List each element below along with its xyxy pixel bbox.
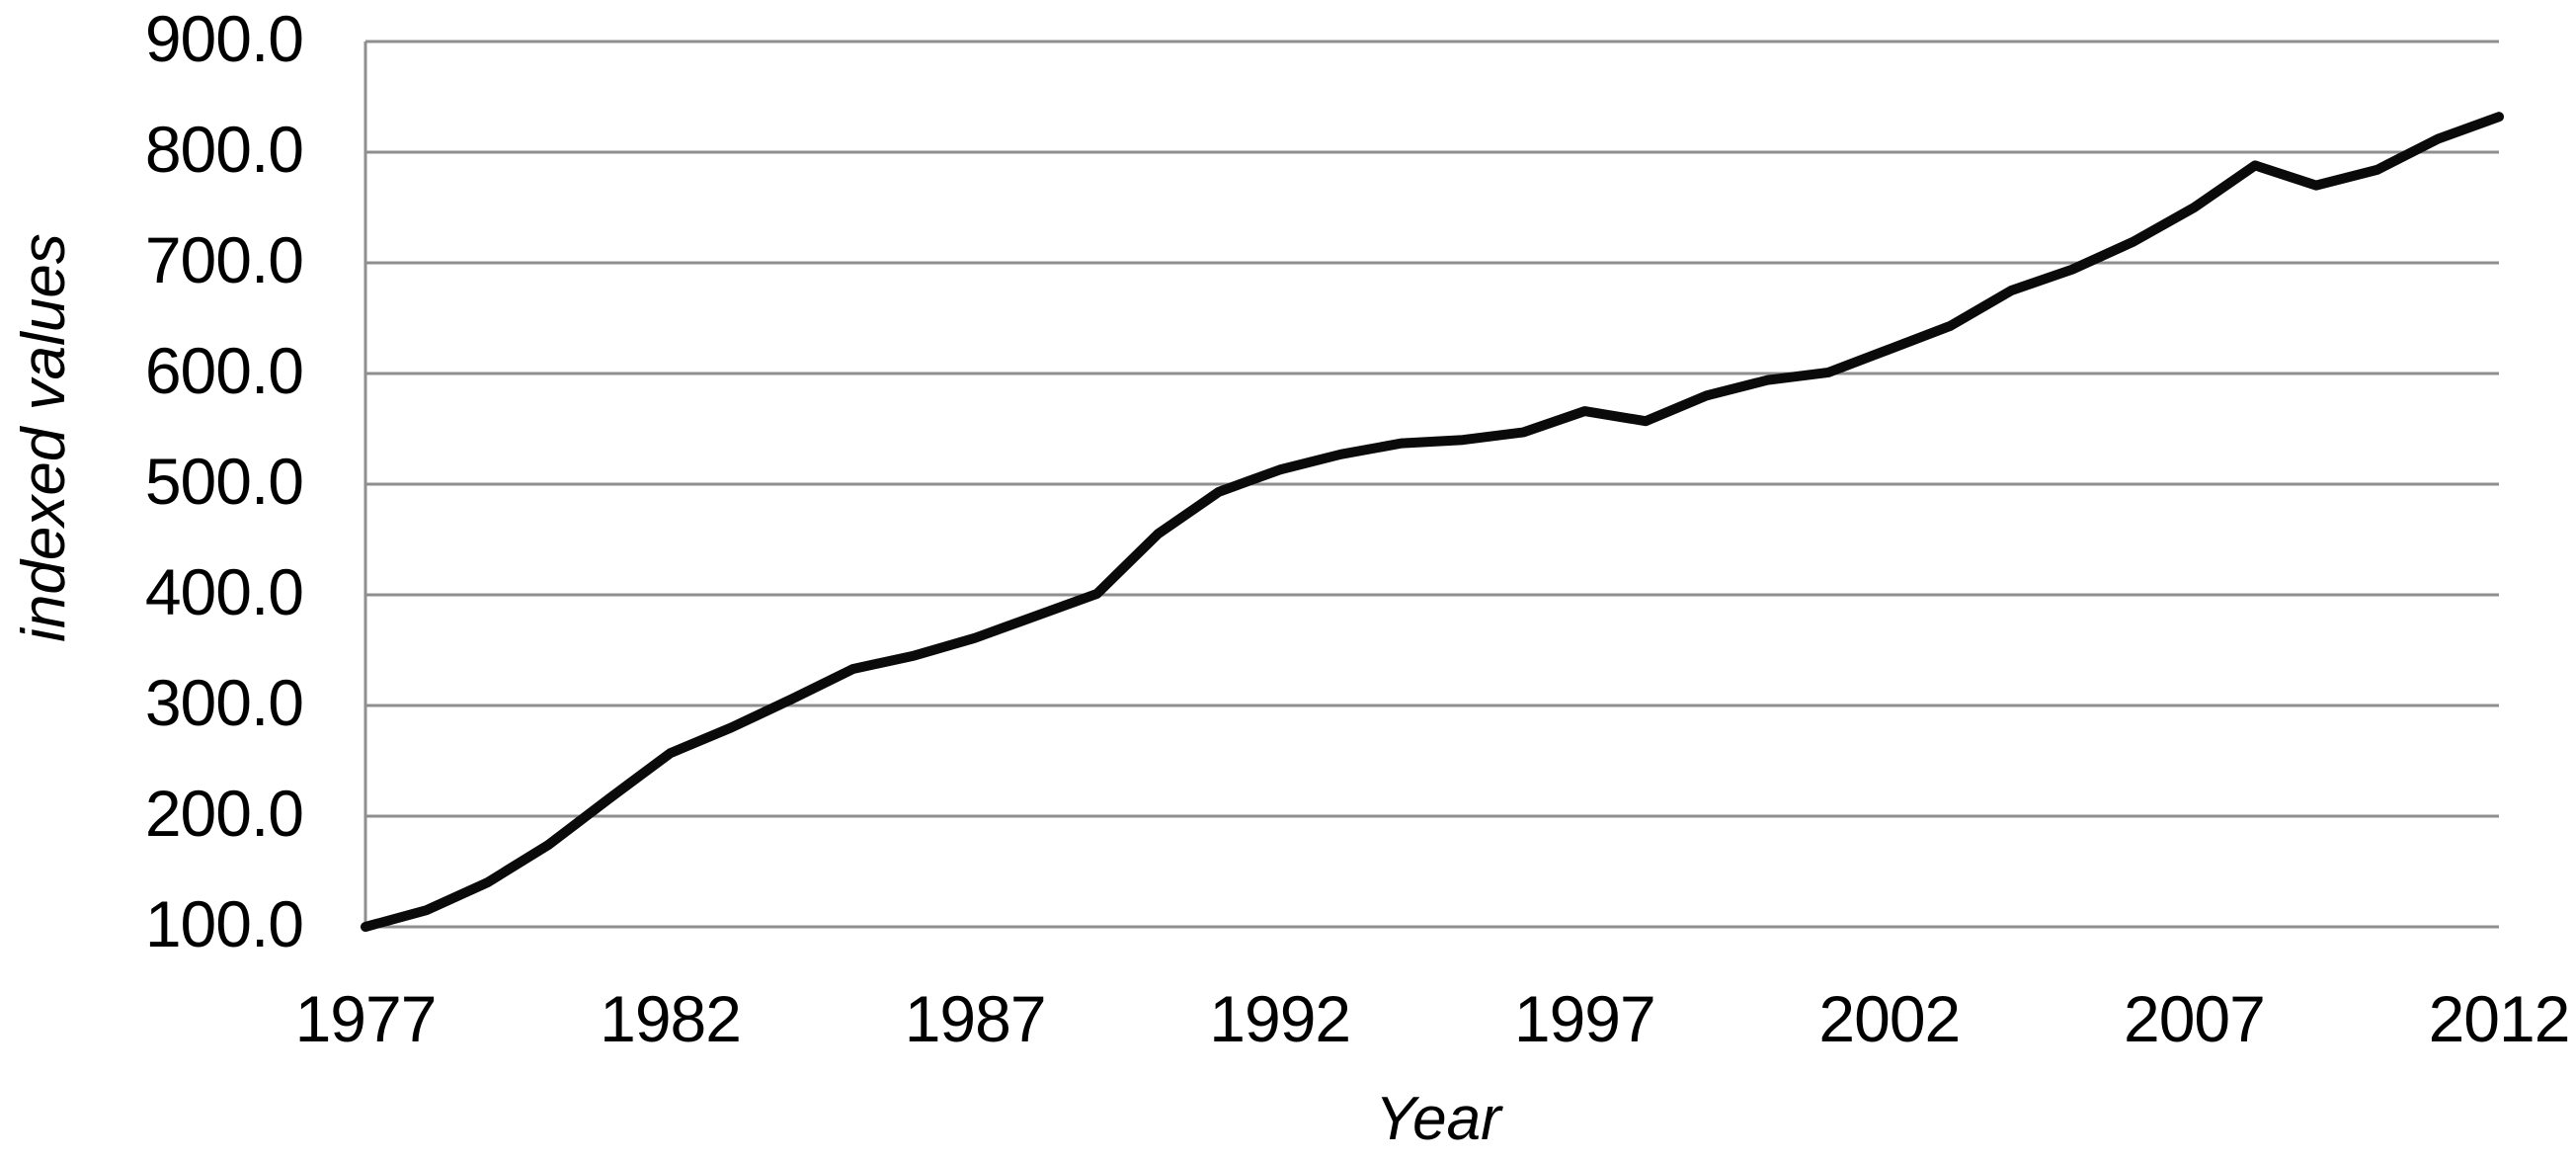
x-tick-label: 1992 (1209, 982, 1351, 1055)
x-tick-label: 2012 (2428, 982, 2571, 1055)
x-tick-label: 1997 (1513, 982, 1656, 1055)
y-tick-label: 800.0 (144, 113, 304, 186)
x-tick-label: 2002 (1818, 982, 1961, 1055)
y-axis-title: indexed values (10, 233, 78, 642)
y-tick-label: 500.0 (144, 445, 304, 518)
y-tick-label: 200.0 (144, 777, 304, 850)
y-tick-label: 700.0 (144, 223, 304, 296)
x-tick-label: 2007 (2124, 982, 2266, 1055)
x-tick-label: 1982 (600, 982, 742, 1055)
y-tick-label: 400.0 (144, 555, 304, 628)
y-tick-label: 900.0 (144, 2, 304, 75)
x-axis-title: Year (1375, 1085, 1501, 1153)
y-tick-label: 300.0 (144, 666, 304, 739)
x-tick-label: 1987 (904, 982, 1047, 1055)
y-tick-label: 600.0 (144, 334, 304, 407)
x-tick-label: 1977 (294, 982, 438, 1055)
data-series-line (361, 112, 2504, 932)
y-tick-label: 100.0 (144, 887, 304, 960)
